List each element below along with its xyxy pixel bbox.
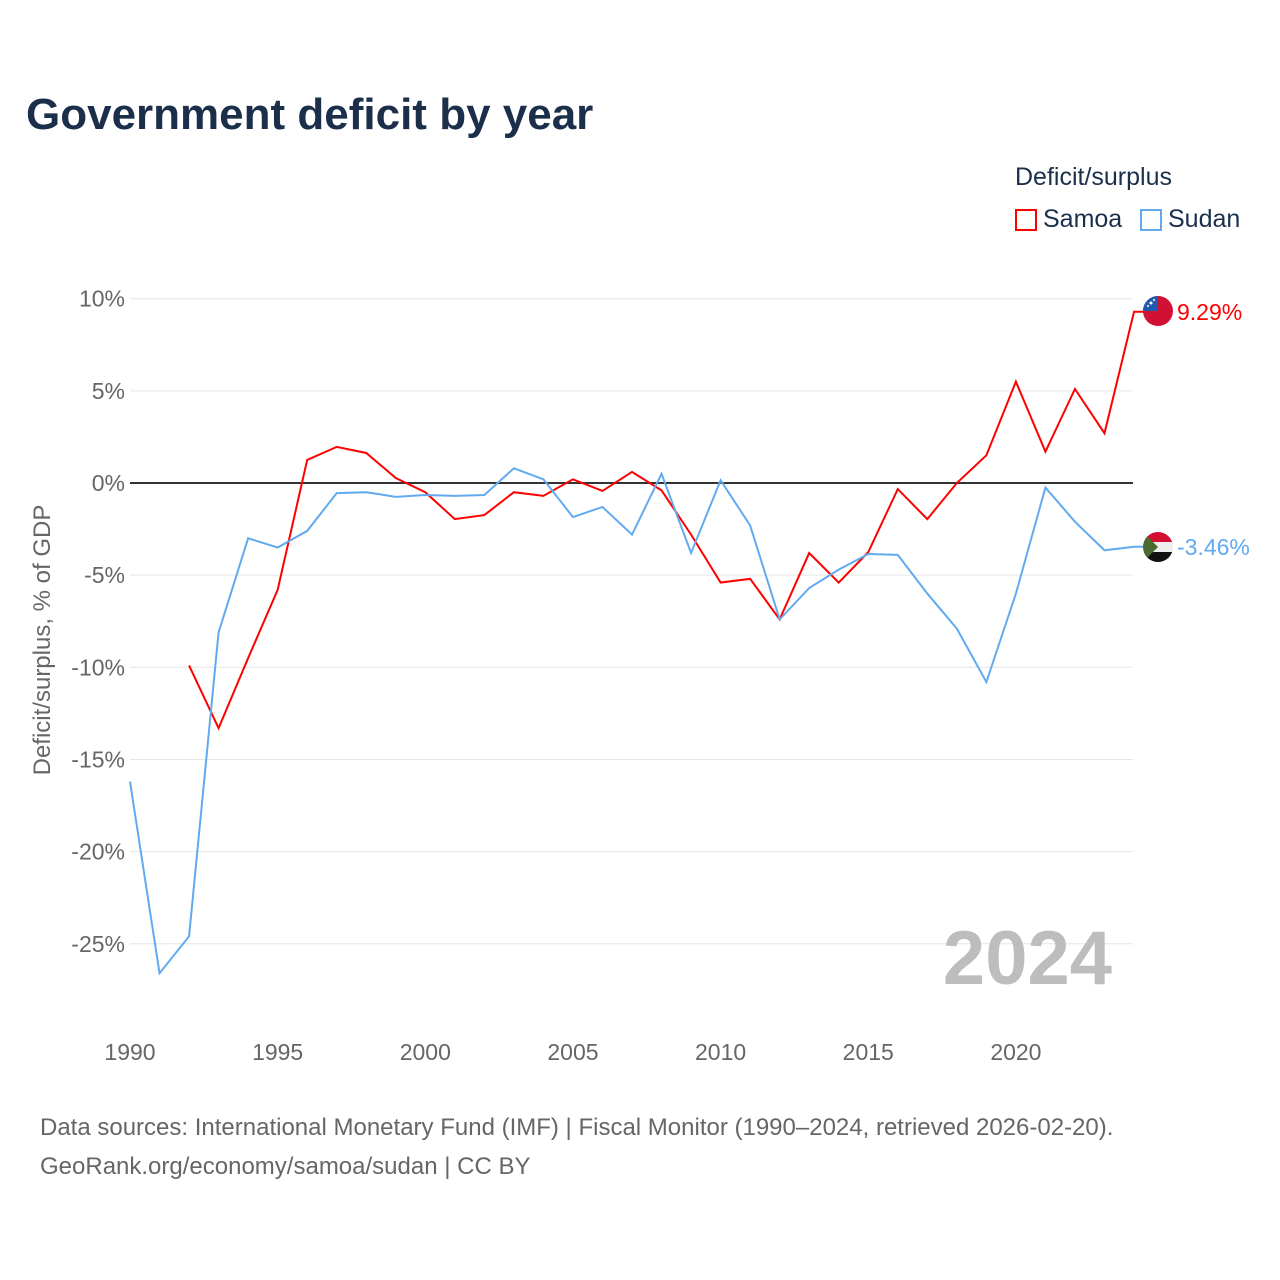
y-tick-label: 5%	[92, 378, 125, 404]
y-tick-label: -15%	[71, 746, 125, 772]
series-line-sudan	[129, 467, 1145, 976]
legend-swatch-samoa	[1015, 208, 1037, 231]
sudan-flag-icon	[1143, 532, 1173, 562]
series-line-samoa	[188, 310, 1145, 731]
x-tick-label: 2010	[695, 1039, 746, 1065]
legend-item-sudan[interactable]: Sudan	[1140, 205, 1240, 234]
source-line-1: Data sources: International Monetary Fun…	[40, 1114, 1114, 1141]
y-tick-label: -20%	[71, 839, 125, 865]
legend-label-samoa: Samoa	[1043, 205, 1123, 233]
x-tick-label: 1990	[104, 1039, 155, 1065]
source-line-2[interactable]: GeoRank.org/economy/samoa/sudan | CC BY	[40, 1153, 531, 1180]
legend-title: Deficit/surplus	[1015, 163, 1172, 191]
year-watermark: 2024	[943, 916, 1112, 1001]
end-value-label-sudan: -3.46%	[1177, 534, 1250, 560]
end-value-label-samoa: 9.29%	[1177, 299, 1242, 325]
y-tick-label: -25%	[71, 931, 125, 957]
legend-item-samoa[interactable]: Samoa	[1015, 205, 1122, 234]
y-axis-label: Deficit/surplus, % of GDP	[29, 505, 56, 776]
x-tick-label: 1995	[252, 1039, 303, 1065]
x-tick-label: 2000	[400, 1039, 451, 1065]
source-note: Data sources: International Monetary Fun…	[40, 1108, 1113, 1186]
y-tick-label: 0%	[92, 470, 125, 496]
chart-title: Government deficit by year	[26, 90, 594, 139]
samoa-flag-icon	[1143, 296, 1173, 326]
y-tick-label: -5%	[84, 562, 125, 588]
y-tick-label: 10%	[79, 286, 125, 312]
y-tick-label: -10%	[71, 654, 125, 680]
legend-swatch-sudan	[1140, 208, 1162, 231]
legend-label-sudan: Sudan	[1168, 205, 1241, 233]
x-tick-label: 2015	[843, 1039, 894, 1065]
x-tick-label: 2005	[547, 1039, 598, 1065]
x-tick-label: 2020	[990, 1039, 1041, 1065]
